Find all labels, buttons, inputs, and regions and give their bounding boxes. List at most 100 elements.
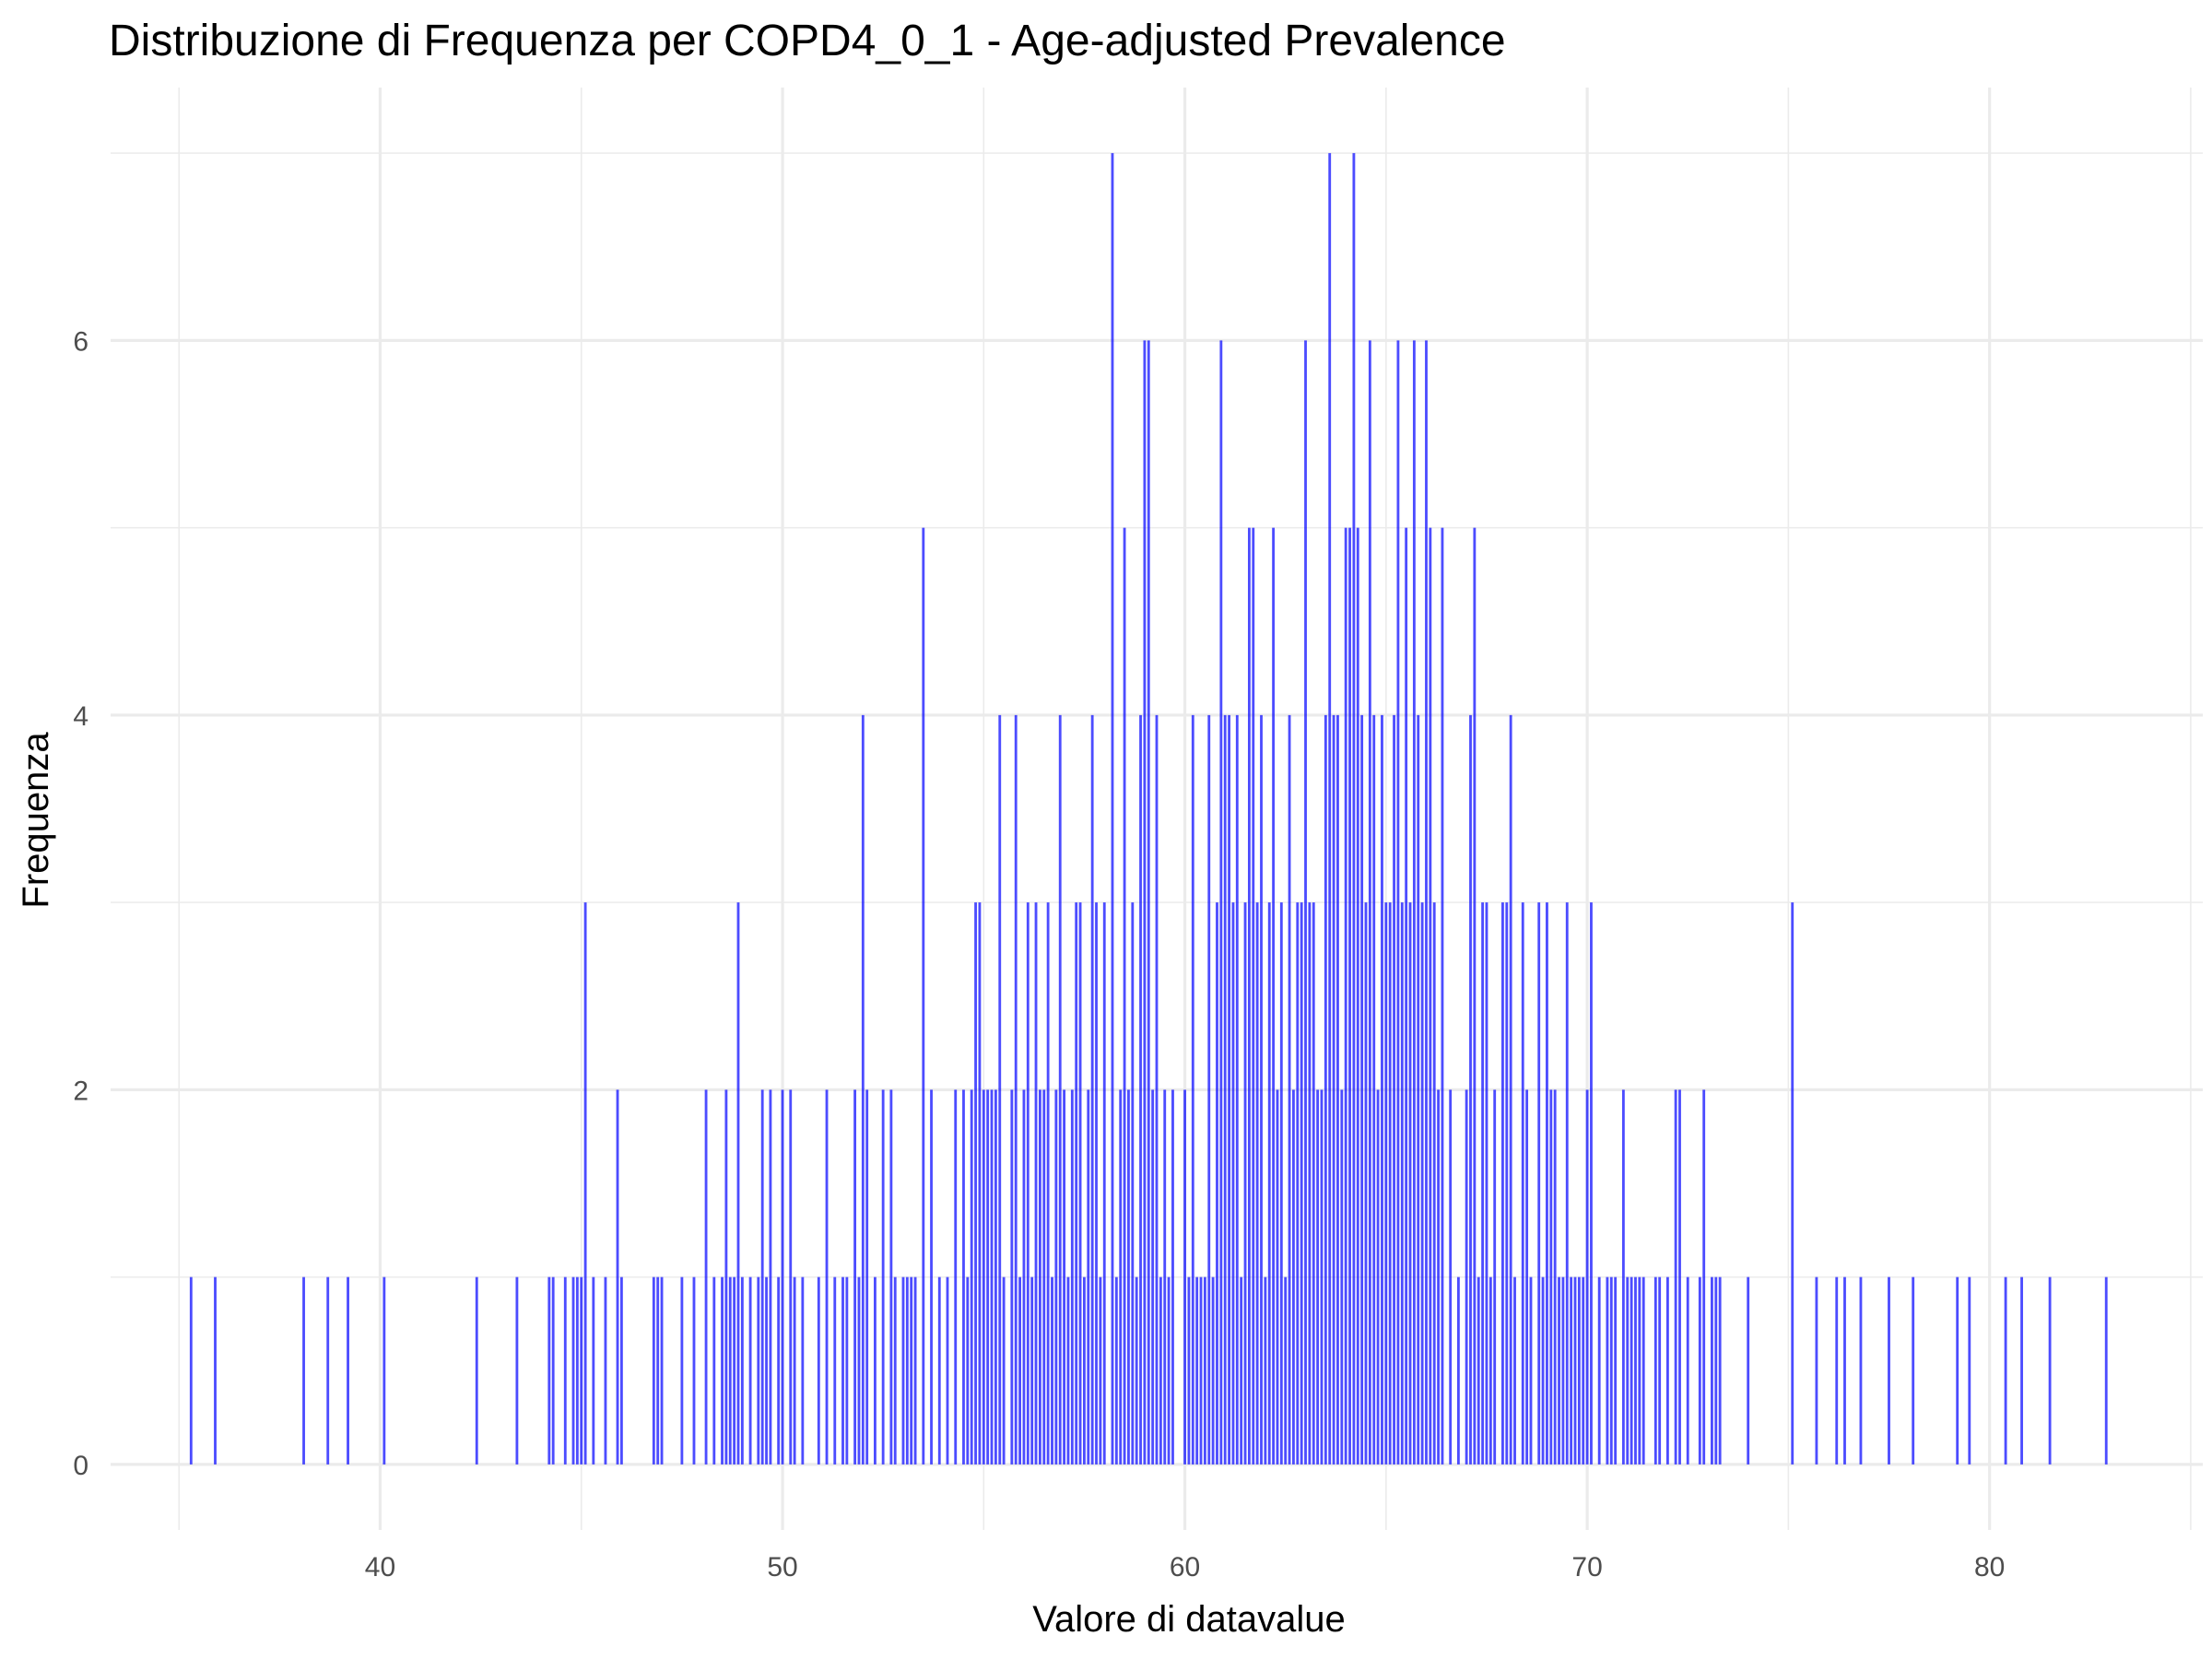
histogram-bar xyxy=(1078,902,1082,1465)
histogram-bar xyxy=(970,1089,973,1465)
histogram-bar xyxy=(1300,902,1303,1465)
x-axis-tick-labels: 40 50 60 70 80 xyxy=(365,1552,2006,1583)
histogram-bar xyxy=(692,1277,696,1465)
histogram-bar xyxy=(347,1277,349,1465)
histogram-bar xyxy=(1046,902,1050,1465)
chart-title: Distribuzione di Frequenza per COPD4_0_1… xyxy=(109,17,1506,65)
histogram-bar xyxy=(962,1089,965,1465)
histogram-bar xyxy=(712,1277,716,1465)
histogram-bar xyxy=(1634,1277,1637,1465)
histogram-bar xyxy=(1255,902,1259,1465)
histogram-bar xyxy=(1573,1277,1577,1465)
histogram-bar xyxy=(1376,1089,1380,1465)
histogram-bar xyxy=(1702,1089,1706,1465)
histogram-bar xyxy=(1674,1089,1677,1465)
histogram-bar xyxy=(853,1089,857,1465)
histogram-bar xyxy=(1247,527,1251,1465)
histogram-bar xyxy=(1279,902,1283,1465)
histogram-bar xyxy=(1372,714,1376,1465)
histogram-bar xyxy=(1340,1089,1344,1465)
y-tick-label: 6 xyxy=(73,326,88,357)
histogram-bar xyxy=(551,1277,555,1465)
histogram-bar xyxy=(1432,902,1436,1465)
histogram-bar xyxy=(704,1089,708,1465)
histogram-bar xyxy=(2048,1277,2052,1465)
histogram-bar xyxy=(1791,902,1794,1465)
histogram-bar xyxy=(1609,1277,1613,1465)
histogram-bar xyxy=(1577,1277,1581,1465)
histogram-bar xyxy=(1324,714,1327,1465)
histogram-bar xyxy=(1296,902,1300,1465)
histogram-bar xyxy=(1541,1277,1545,1465)
histogram-bar xyxy=(994,1089,997,1465)
histogram-bar xyxy=(616,1089,619,1465)
histogram-bar xyxy=(571,1277,575,1465)
histogram-bar xyxy=(1509,714,1512,1465)
histogram-bar xyxy=(1912,1277,1915,1465)
histogram-bar xyxy=(1481,902,1485,1465)
histogram-bar xyxy=(1968,1277,1971,1465)
histogram-bar xyxy=(1010,1089,1014,1465)
histogram-bar xyxy=(1408,902,1412,1465)
histogram-bar xyxy=(1621,1089,1625,1465)
histogram-bar xyxy=(1597,1277,1601,1465)
histogram-bar xyxy=(1002,1277,1006,1465)
histogram-bar xyxy=(1352,153,1356,1465)
histogram-bar xyxy=(1678,1089,1681,1465)
histogram-bar xyxy=(986,1089,990,1465)
histogram-bar xyxy=(1638,1277,1641,1465)
histogram-bar xyxy=(1356,527,1359,1465)
histogram-bar xyxy=(765,1277,768,1465)
histogram-bar xyxy=(728,1277,732,1465)
histogram-bar xyxy=(733,1277,736,1465)
x-axis-title: Valore di datavalue xyxy=(1032,1599,1346,1640)
histogram-bar xyxy=(1054,1089,1058,1465)
x-tick-label: 70 xyxy=(1571,1552,1602,1583)
histogram-bar xyxy=(583,902,587,1465)
histogram-bar xyxy=(1131,902,1135,1465)
histogram-bar xyxy=(326,1277,330,1465)
histogram-bar xyxy=(1698,1277,1701,1465)
histogram-bar xyxy=(1083,1277,1086,1465)
histogram-bar xyxy=(1815,1277,1818,1465)
histogram-bar xyxy=(913,1277,917,1465)
histogram-bar xyxy=(1171,1089,1174,1465)
histogram-bar xyxy=(874,1277,877,1465)
histogram-bar xyxy=(1747,1277,1750,1465)
histogram-bar xyxy=(189,1277,193,1465)
histogram-bar xyxy=(1051,1277,1053,1465)
histogram-bar xyxy=(1441,527,1444,1465)
histogram-bar xyxy=(1228,714,1230,1465)
histogram-bar xyxy=(1243,902,1247,1465)
histogram-bar xyxy=(721,1277,724,1465)
bars xyxy=(189,153,2108,1465)
histogram-bar xyxy=(1465,1089,1468,1465)
histogram-bar xyxy=(1018,1277,1021,1465)
histogram-bar xyxy=(660,1277,664,1465)
y-tick-label: 4 xyxy=(73,701,88,732)
histogram-bar xyxy=(1843,1277,1846,1465)
histogram-bar xyxy=(801,1277,805,1465)
histogram-bar xyxy=(1143,340,1147,1465)
histogram-bar xyxy=(1030,1277,1034,1465)
histogram-bar xyxy=(1114,1277,1118,1465)
histogram-bar xyxy=(1585,1089,1589,1465)
y-axis-tick-labels: 0 2 4 6 xyxy=(73,326,88,1480)
histogram-bar xyxy=(1328,153,1332,1465)
histogram-bar xyxy=(905,1277,909,1465)
histogram-bar xyxy=(1219,340,1223,1465)
histogram-bar xyxy=(1549,1089,1553,1465)
histogram-bar xyxy=(1284,1277,1288,1465)
histogram-bar xyxy=(1147,340,1150,1465)
histogram-bar xyxy=(1405,527,1408,1465)
histogram-bar xyxy=(580,1277,583,1465)
histogram-bar xyxy=(575,1277,579,1465)
x-tick-label: 80 xyxy=(1974,1552,2005,1583)
histogram-bar xyxy=(1070,1089,1074,1465)
histogram-bar xyxy=(1292,1089,1295,1465)
histogram-bar xyxy=(1477,1277,1480,1465)
histogram-bar xyxy=(1058,714,1062,1465)
histogram-bar xyxy=(1191,714,1194,1465)
histogram-bar xyxy=(1485,902,1488,1465)
